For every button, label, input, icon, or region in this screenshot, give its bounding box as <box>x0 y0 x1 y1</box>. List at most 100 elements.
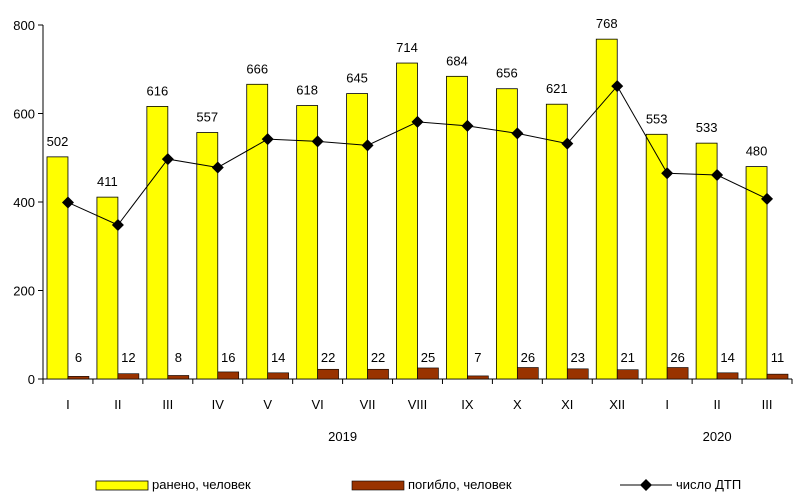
year-label: 2019 <box>328 429 357 444</box>
accidents-marker <box>761 192 774 205</box>
accidents-marker <box>711 169 724 182</box>
injured-bar <box>196 132 219 380</box>
legend-killed-swatch <box>351 480 405 491</box>
killed-data-label: 23 <box>571 350 585 365</box>
accidents-marker <box>261 133 274 146</box>
x-tick-label: XI <box>561 397 573 412</box>
injured-bar <box>96 196 119 380</box>
accidents-marker <box>461 119 474 132</box>
x-tick-label: I <box>66 397 70 412</box>
injured-bar <box>495 88 518 380</box>
injured-bar <box>146 106 169 380</box>
accidents-marker <box>361 139 374 152</box>
injured-data-labels: 502 411 616 557 666 618 645 714 684 656 621 768 553 5… <box>47 16 768 189</box>
injured-data-label: 714 <box>396 40 418 55</box>
y-tick-label: 200 <box>13 284 35 299</box>
x-tick-label: II <box>114 397 121 412</box>
x-tick-label: IX <box>461 397 474 412</box>
killed-data-label: 21 <box>620 350 634 365</box>
injured-data-label: 768 <box>596 16 618 31</box>
killed-bar <box>467 375 489 380</box>
injured-bar <box>745 166 768 380</box>
injured-data-label: 621 <box>546 81 568 96</box>
killed-bar <box>167 375 190 380</box>
killed-bar <box>367 368 389 380</box>
accidents-marker <box>611 80 624 93</box>
accidents-marker <box>661 167 674 180</box>
accidents-marker <box>211 161 224 174</box>
x-tick-label: VIII <box>408 397 428 412</box>
x-axis: I II III IV V VI VII VIII IX X XI XII I II III <box>42 378 793 412</box>
legend-accidents-marker <box>640 479 652 491</box>
killed-data-label: 14 <box>271 350 285 365</box>
injured-bar <box>396 62 418 380</box>
injured-data-label: 616 <box>146 83 168 98</box>
killed-data-label: 22 <box>321 350 335 365</box>
injured-bar <box>645 133 668 380</box>
legend-injured-swatch <box>95 480 149 491</box>
killed-data-label: 7 <box>474 350 481 365</box>
x-tick-label: III <box>762 397 773 412</box>
killed-data-label: 8 <box>175 350 182 365</box>
injured-data-label: 553 <box>646 111 668 126</box>
injured-bar <box>346 93 368 380</box>
x-tick-label: VII <box>360 397 376 412</box>
killed-data-labels: 6 12 8 16 14 22 22 25 7 26 23 21 26 14 11 <box>75 350 784 365</box>
killed-bar <box>716 372 739 380</box>
killed-bar <box>217 371 240 380</box>
legend: ранено, человек погибло, человек число ДТП <box>95 477 741 492</box>
year-labels: 2019 2020 <box>328 429 731 444</box>
x-tick-label: VI <box>311 397 323 412</box>
x-tick-label: IV <box>212 397 225 412</box>
injured-data-label: 557 <box>196 110 218 125</box>
killed-bar <box>267 372 289 380</box>
injured-bar <box>246 83 269 380</box>
killed-data-label: 26 <box>670 350 684 365</box>
injured-bar <box>695 142 718 380</box>
accidents-marker <box>311 135 324 148</box>
killed-data-label: 26 <box>521 350 535 365</box>
injured-bar <box>545 103 568 380</box>
accidents-marker <box>411 115 424 128</box>
injured-data-label: 502 <box>47 134 69 149</box>
injured-bar <box>595 38 618 380</box>
accidents-marker <box>161 153 174 166</box>
killed-bar <box>417 367 439 380</box>
injured-data-label: 666 <box>246 61 268 76</box>
accidents-marker <box>511 127 524 140</box>
killed-bar <box>566 368 589 380</box>
killed-data-label: 16 <box>221 350 235 365</box>
x-tick-label: V <box>263 397 272 412</box>
y-axis: 0 200 400 600 800 <box>13 18 44 387</box>
killed-data-label: 11 <box>771 350 785 365</box>
killed-data-label: 22 <box>371 350 385 365</box>
killed-bar <box>317 368 339 380</box>
killed-bar <box>666 367 689 380</box>
year-label: 2020 <box>703 429 732 444</box>
injured-data-label: 645 <box>346 71 368 86</box>
killed-bar <box>616 369 639 380</box>
injured-data-label: 411 <box>97 174 118 189</box>
y-tick-label: 400 <box>13 195 35 210</box>
x-tick-label: I <box>665 397 669 412</box>
accidents-marker <box>61 196 74 209</box>
y-tick-label: 0 <box>28 372 35 387</box>
killed-data-label: 6 <box>75 350 82 365</box>
legend-killed-label: погибло, человек <box>408 477 512 492</box>
y-tick-label: 800 <box>13 18 35 33</box>
injured-bars-series <box>46 38 768 380</box>
injured-data-label: 480 <box>746 144 768 159</box>
y-tick-label: 600 <box>13 107 35 122</box>
killed-data-label: 12 <box>121 350 135 365</box>
accidents-marker <box>111 219 124 232</box>
injured-bar <box>446 75 468 380</box>
x-tick-label: XII <box>609 397 625 412</box>
killed-bar <box>517 367 539 380</box>
legend-injured-label: ранено, человек <box>152 477 251 492</box>
killed-data-label: 14 <box>720 350 734 365</box>
x-tick-label: II <box>713 397 720 412</box>
injured-data-label: 618 <box>296 83 318 98</box>
killed-data-label: 25 <box>421 350 435 365</box>
accidents-line-series <box>61 80 774 232</box>
